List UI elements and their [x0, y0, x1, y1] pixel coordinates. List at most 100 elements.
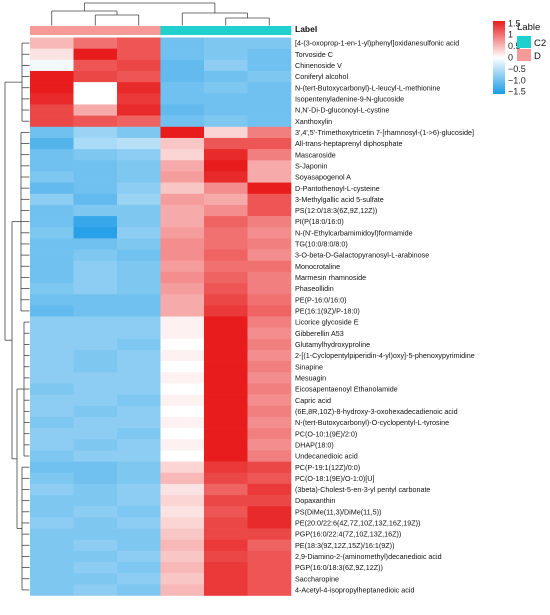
- heatmap-cell: [160, 450, 205, 462]
- heatmap-cell: [73, 149, 118, 161]
- heatmap-cell: [160, 394, 205, 407]
- heatmap-cell: [117, 472, 161, 485]
- annotation-cell-C2: [204, 26, 248, 35]
- heatmap-cell: [204, 416, 248, 429]
- heatmap-cell: [30, 70, 74, 83]
- heatmap-cell: [117, 271, 161, 284]
- colorbar-tick-label: 1.5: [508, 18, 521, 28]
- heatmap-cell: [160, 483, 205, 496]
- heatmap-cell: [117, 126, 161, 139]
- row-label: N-(tert-Butoxycarbonyl)-O-cyclopentyl-L-…: [295, 418, 449, 427]
- heatmap-cell: [247, 37, 292, 49]
- heatmap-cell: [204, 372, 248, 384]
- heatmap-cell: [30, 137, 74, 150]
- group-legend-label: C2: [534, 38, 546, 49]
- heatmap-cell: [160, 550, 205, 563]
- row-label: 3',4',5'-Trimethoxytricetin 7-[rhamnosyl…: [295, 128, 474, 137]
- row-label: Torvoside C: [295, 50, 333, 59]
- heatmap-cell: [117, 573, 161, 585]
- heatmap-cell: [204, 193, 248, 206]
- row-label: DHAP(18:0): [295, 440, 334, 449]
- heatmap-cell: [204, 483, 248, 496]
- heatmap-cell: [204, 115, 248, 128]
- heatmap-cell: [160, 249, 205, 261]
- heatmap-cell: [30, 249, 74, 261]
- heatmap-cell: [160, 260, 205, 273]
- heatmap-cell: [247, 383, 292, 395]
- colorbar-tick-label: 0: [508, 53, 513, 63]
- heatmap-cell: [247, 104, 292, 116]
- heatmap-cell: [160, 305, 205, 317]
- heatmap-cell: [117, 394, 161, 407]
- colorbar-tick-label: −0.5: [508, 64, 526, 74]
- colorbar-legend: 1.5 10.5 0−0.5−1.0 −1.5: [493, 18, 526, 97]
- heatmap-cell: [73, 517, 118, 529]
- heatmap-cell: [73, 528, 118, 540]
- heatmap-cell: [160, 416, 205, 429]
- row-label: Coniferyl alcohol: [295, 72, 349, 81]
- heatmap-cell: [160, 182, 205, 195]
- heatmap-cell: [73, 550, 118, 563]
- row-label: (3beta)-Cholest-5-en-3-yl pentyl carbona…: [295, 485, 430, 494]
- heatmap-cell: [247, 283, 292, 295]
- heatmap-cell: [117, 93, 161, 105]
- heatmap-cell: [117, 483, 161, 496]
- heatmap-cell: [204, 238, 248, 250]
- heatmap-cell: [117, 48, 161, 61]
- heatmap-cell: [117, 37, 161, 49]
- heatmap-cell: [73, 573, 118, 585]
- heatmap-cell: [117, 550, 161, 563]
- row-label: PS(12:0/18:3(6Z,9Z,12Z)): [295, 206, 377, 215]
- heatmap-cell: [117, 182, 161, 195]
- heatmap-cell: [247, 327, 292, 340]
- heatmap-cell: [160, 160, 205, 172]
- heatmap-cell: [160, 193, 205, 206]
- colorbar-tick-label: −1.0: [508, 75, 526, 85]
- heatmap-cell: [160, 506, 205, 518]
- heatmap-cell: [73, 584, 118, 596]
- heatmap-cell: [247, 439, 292, 451]
- heatmap-cell: [30, 271, 74, 284]
- heatmap-cell: [160, 171, 205, 183]
- heatmap-cell: [160, 517, 205, 529]
- heatmap-cell: [247, 182, 292, 195]
- row-label: Gibberellin A53: [295, 329, 344, 338]
- column-dendrogram: [51, 2, 270, 26]
- heatmap-cell: [247, 271, 292, 284]
- heatmap-cell: [30, 171, 74, 183]
- heatmap-cell: [204, 160, 248, 172]
- heatmap-cell: [117, 361, 161, 373]
- heatmap-cell: [73, 93, 118, 105]
- heatmap-cell: [73, 450, 118, 462]
- heatmap-cell: [117, 539, 161, 552]
- heatmap-cell: [117, 238, 161, 250]
- heatmap-cell: [247, 59, 292, 72]
- heatmap-cell: [73, 160, 118, 172]
- row-label: Monocrotaline: [295, 262, 340, 271]
- heatmap-cell: [117, 405, 161, 418]
- heatmap-cell: [30, 149, 74, 161]
- heatmap-cell: [117, 70, 161, 83]
- row-label: Sinapine: [295, 362, 323, 371]
- heatmap-cell: [117, 506, 161, 518]
- heatmap-cell: [30, 283, 74, 295]
- row-label: Chinenoside V: [295, 61, 342, 70]
- heatmap-cell: [73, 327, 118, 340]
- heatmap-cell: [30, 495, 74, 507]
- heatmap-cell: [73, 238, 118, 250]
- heatmap-cell: [73, 193, 118, 206]
- heatmap-cell: [204, 327, 248, 340]
- heatmap-cell: [73, 59, 118, 72]
- row-label: PE(P-16:0/16:0): [295, 295, 347, 304]
- heatmap-cell: [204, 249, 248, 261]
- heatmap-cell: [30, 104, 74, 116]
- heatmap-cell: [204, 349, 248, 362]
- heatmap-cell: [30, 361, 74, 373]
- heatmap-cell: [247, 372, 292, 384]
- heatmap-cell: [73, 48, 118, 61]
- heatmap-cell: [73, 115, 118, 128]
- heatmap-cell: [160, 349, 205, 362]
- heatmap-cell: [204, 439, 248, 451]
- annotation-cell-D: [73, 26, 118, 35]
- heatmap-cell: [160, 495, 205, 507]
